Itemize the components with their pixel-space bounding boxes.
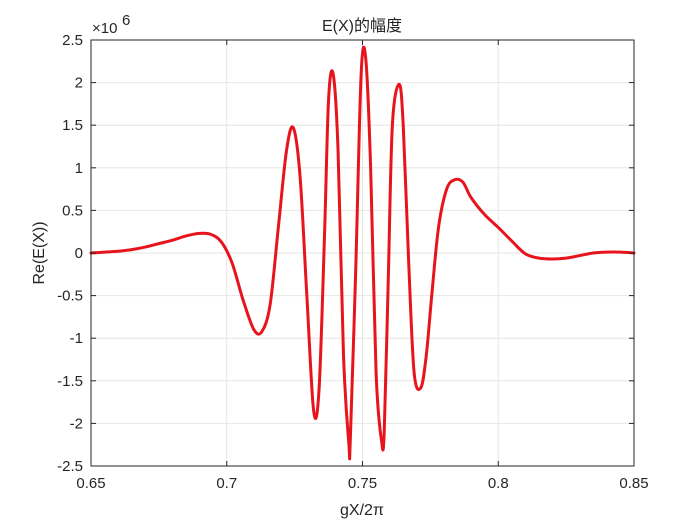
y-tick-label: -2: [70, 415, 83, 432]
series-line: [89, 45, 636, 461]
x-tick-label: 0.7: [216, 475, 237, 492]
y-tick-label: 2: [75, 75, 83, 92]
ticks: [90, 39, 635, 467]
x-axis-label: gX/2π: [340, 502, 384, 519]
x-tick-label: 0.8: [488, 475, 509, 492]
y-axis-label: Re(E(X)): [31, 221, 48, 284]
x-tick-label: 0.65: [76, 475, 105, 492]
y-tick-label: 1.5: [62, 117, 83, 134]
tick-labels: 0.65 0.7 0.75 0.8 0.85 -2.5 -2 -1.5 -1 -0.5 0 0.5 1 1…: [57, 32, 648, 492]
y-tick-label: -0.5: [57, 288, 83, 305]
y-tick-label: -2.5: [57, 458, 83, 475]
y-tick-label: -1.5: [57, 373, 83, 390]
y-multiplier: ×10 6: [92, 12, 130, 37]
x-tick-label: 0.75: [348, 475, 377, 492]
y-tick-label: 0: [75, 245, 83, 262]
x-tick-label: 0.85: [619, 475, 648, 492]
y-tick-label: 2.5: [62, 32, 83, 49]
grid-lines: [90, 39, 635, 467]
y-tick-label: -1: [70, 330, 83, 347]
y-multiplier-exponent: 6: [122, 12, 130, 29]
y-multiplier-base: ×10: [92, 20, 117, 37]
chart-title: E(X)的幅度: [322, 17, 402, 35]
y-tick-label: 0.5: [62, 202, 83, 219]
y-tick-label: 1: [75, 160, 83, 177]
series-layer: [89, 45, 636, 461]
